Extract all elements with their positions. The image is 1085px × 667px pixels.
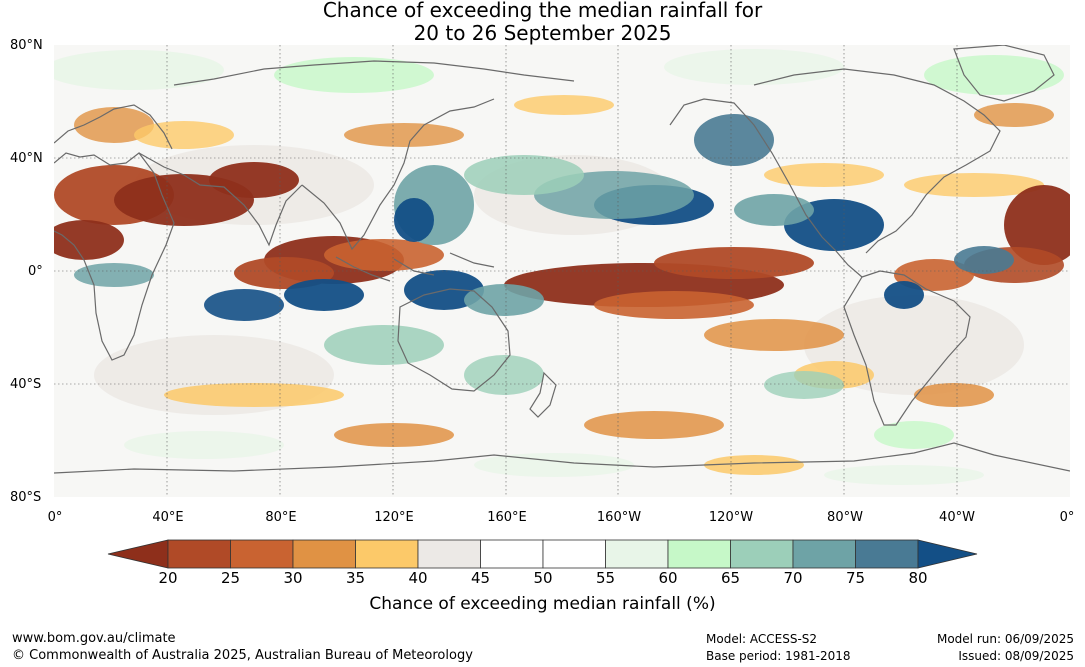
base-period-text: Base period: 1981-2018 xyxy=(706,649,851,663)
lon-label-120e: 120°E xyxy=(374,510,414,525)
lon-label-40e: 40°E xyxy=(152,510,184,525)
colorbar-tick-label: 60 xyxy=(658,569,678,587)
lon-label-40w: 40°W xyxy=(939,510,975,525)
anomaly-patch xyxy=(464,284,544,316)
anomaly-patch xyxy=(664,49,844,85)
anomaly-patch xyxy=(54,220,124,260)
model-run-text: Model run: 06/09/2025 xyxy=(936,632,1074,646)
model-text: Model: ACCESS-S2 xyxy=(706,632,818,646)
anomaly-patch xyxy=(74,263,154,287)
anomaly-patch xyxy=(904,173,1044,197)
colorbar-tick-label: 80 xyxy=(908,569,928,587)
anomaly-patch xyxy=(654,247,814,279)
colorbar-bin xyxy=(355,539,419,569)
rainfall-map xyxy=(54,45,1070,497)
colorbar-tick-label: 75 xyxy=(845,569,866,587)
anomaly-patch xyxy=(344,123,464,147)
map-title-line1: Chance of exceeding the median rainfall … xyxy=(322,0,763,22)
colorbar-bin xyxy=(417,539,481,569)
anomaly-patch xyxy=(514,95,614,115)
colorbar-tick-label: 50 xyxy=(533,569,553,587)
lon-label-80w: 80°W xyxy=(827,510,863,525)
anomaly-patch xyxy=(764,163,884,187)
lon-label-120w: 120°W xyxy=(708,510,754,525)
anomaly-patch xyxy=(704,455,804,475)
lat-label-40n: 40°N xyxy=(10,151,43,166)
anomaly-patch xyxy=(74,107,154,143)
anomaly-patch xyxy=(274,57,434,93)
colorbar-tick-label: 25 xyxy=(220,569,241,587)
lon-label-160w: 160°W xyxy=(596,510,642,525)
anomaly-patch xyxy=(204,289,284,321)
anomaly-patch xyxy=(824,465,984,485)
anomaly-patch xyxy=(584,411,724,439)
anomaly-patch xyxy=(694,114,774,166)
graticule xyxy=(54,45,1070,497)
anomaly-patch xyxy=(924,55,1064,95)
colorbar-title: Chance of exceeding median rainfall (%) xyxy=(369,594,716,614)
lat-label-80s: 80°S xyxy=(10,490,42,505)
lon-label-0-right: 0° xyxy=(1059,510,1075,525)
copyright-text: © Commonwealth of Australia 2025, Austra… xyxy=(12,648,473,663)
anomaly-patch xyxy=(209,162,299,198)
lon-label-80e: 80°E xyxy=(265,510,297,525)
anomaly-patch xyxy=(464,355,544,395)
anomaly-patch xyxy=(284,279,364,311)
anomaly-patch xyxy=(914,383,994,407)
colorbar-bin xyxy=(167,539,231,569)
lon-label-160e: 160°E xyxy=(487,510,527,525)
colorbar-bin xyxy=(667,539,731,569)
colorbar-tick-label: 65 xyxy=(720,569,741,587)
colorbar-bin xyxy=(605,539,669,569)
coastlines xyxy=(54,45,1070,474)
anomaly-patch xyxy=(704,319,844,351)
colorbar-extend-low xyxy=(107,539,169,569)
anomaly-patch xyxy=(594,291,754,319)
anomaly-patch xyxy=(394,198,434,242)
colorbar-tick-label: 70 xyxy=(783,569,803,587)
anomaly-patch xyxy=(764,371,844,399)
colorbar-tick-label: 55 xyxy=(595,569,616,587)
anomaly-patch xyxy=(884,281,924,309)
anomaly-patch xyxy=(134,121,234,149)
anomaly-patch xyxy=(874,421,954,449)
colorbar-bin xyxy=(730,539,794,569)
anomaly-patch xyxy=(324,325,444,365)
colorbar-tick-label: 30 xyxy=(283,569,303,587)
lon-label-0-left: 0° xyxy=(47,510,63,525)
colorbar-tick-label: 45 xyxy=(470,569,491,587)
anomaly-patch xyxy=(334,423,454,447)
colorbar-bin xyxy=(292,539,356,569)
colorbar-bin xyxy=(542,539,606,569)
colorbar-bin xyxy=(230,539,294,569)
colorbar-bin xyxy=(480,539,544,569)
colorbar-tick-label: 40 xyxy=(408,569,428,587)
anomaly-patch xyxy=(164,383,344,407)
lat-label-0: 0° xyxy=(28,264,43,279)
map-title-line2: 20 to 26 September 2025 xyxy=(413,21,672,45)
colorbar-extend-high xyxy=(917,539,978,569)
colorbar-bin xyxy=(855,539,919,569)
anomaly-patch xyxy=(54,50,224,90)
anomaly-patch xyxy=(124,431,284,459)
lat-label-80n: 80°N xyxy=(10,38,43,53)
website-text: www.bom.gov.au/climate xyxy=(12,631,176,646)
colorbar-tick-label: 35 xyxy=(345,569,366,587)
anomaly-patch xyxy=(1004,185,1070,265)
colorbar-bin xyxy=(792,539,856,569)
issued-text: Issued: 08/09/2025 xyxy=(958,649,1074,663)
anomaly-patch xyxy=(474,453,634,477)
anomaly-patch xyxy=(734,194,814,226)
anomaly-patch xyxy=(954,246,1014,274)
anomaly-patch xyxy=(464,155,584,195)
anomaly-patch xyxy=(974,103,1054,127)
lat-label-40s: 40°S xyxy=(10,377,42,392)
colorbar xyxy=(107,539,978,569)
colorbar-tick-label: 20 xyxy=(158,569,178,587)
